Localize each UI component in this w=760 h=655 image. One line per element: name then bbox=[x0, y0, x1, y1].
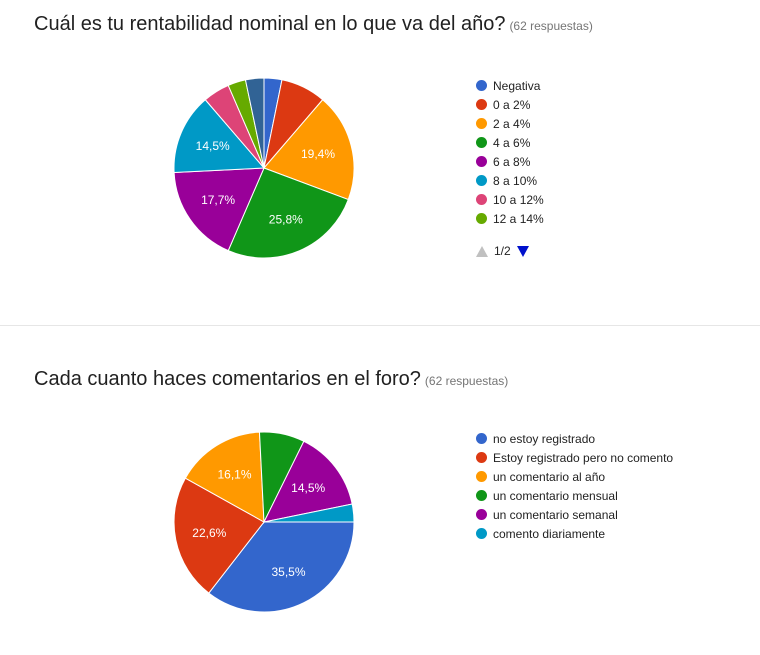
legend-swatch-icon bbox=[476, 194, 487, 205]
question-card-comentarios: Cada cuanto haces comentarios en el foro… bbox=[0, 326, 760, 655]
legend-label: un comentario mensual bbox=[493, 488, 618, 503]
section-divider bbox=[0, 325, 760, 326]
legend-swatch-icon bbox=[476, 509, 487, 520]
slice-value-label: 14,5% bbox=[196, 139, 230, 153]
legend-label: 12 a 14% bbox=[493, 211, 544, 226]
legend-swatch-icon bbox=[476, 213, 487, 224]
legend-label: un comentario semanal bbox=[493, 507, 618, 522]
legend-label: 10 a 12% bbox=[493, 192, 544, 207]
legend-item-12-a-14pct[interactable]: 12 a 14% bbox=[476, 209, 544, 228]
legend-item-2-a-4pct[interactable]: 2 a 4% bbox=[476, 114, 544, 133]
next-page-icon[interactable] bbox=[516, 245, 529, 257]
legend-item-8-a-10pct[interactable]: 8 a 10% bbox=[476, 171, 544, 190]
legend-item-negativa[interactable]: Negativa bbox=[476, 76, 544, 95]
pie-slice-un-comentario-al-ano[interactable] bbox=[184, 431, 265, 523]
legend-label: 8 a 10% bbox=[493, 173, 538, 188]
pie-slice-estoy-registrado-pero-no-comento[interactable] bbox=[173, 477, 265, 594]
slice-value-label: 16,1% bbox=[217, 468, 251, 482]
legend-label: Estoy registrado pero no comento bbox=[493, 450, 674, 465]
legend-item-10-a-12pct[interactable]: 10 a 12% bbox=[476, 190, 544, 209]
response-count: (62 respuestas) bbox=[424, 374, 509, 388]
pie-chart-comentarios[interactable]: 35,5% 22,6% 16,1% 14,5% bbox=[0, 326, 760, 655]
slice-value-label: 35,5% bbox=[271, 565, 305, 579]
slice-value-label: 25,8% bbox=[269, 212, 303, 226]
legend-label: 4 a 6% bbox=[493, 135, 531, 150]
legend-label: 2 a 4% bbox=[493, 116, 531, 131]
pie-slice-6-a-8pct[interactable] bbox=[173, 167, 265, 252]
legend-item-4-a-6pct[interactable]: 4 a 6% bbox=[476, 133, 544, 152]
legend-item-comento-diariamente[interactable]: comento diariamente bbox=[476, 524, 673, 543]
legend-item-un-comentario-mensual[interactable]: un comentario mensual bbox=[476, 486, 673, 505]
legend-item-estoy-registrado-pero-no-comento[interactable]: Estoy registrado pero no comento bbox=[476, 448, 673, 467]
pie-slice-14-a-16pct[interactable] bbox=[244, 77, 265, 169]
legend-swatch-icon bbox=[476, 99, 487, 110]
legend-item-6-a-8pct[interactable]: 6 a 8% bbox=[476, 152, 544, 171]
pie-slice-2-a-4pct[interactable] bbox=[263, 99, 355, 201]
question-title: Cada cuanto haces comentarios en el foro… bbox=[34, 368, 508, 391]
legend-label: 6 a 8% bbox=[493, 154, 531, 169]
question-card-rentabilidad: Cuál es tu rentabilidad nominal en lo qu… bbox=[0, 0, 760, 325]
legend-label: 0 a 2% bbox=[493, 97, 531, 112]
slice-value-label: 14,5% bbox=[291, 481, 325, 495]
pie-slice-no-estoy-registrado[interactable] bbox=[208, 521, 355, 613]
slice-value-label: 19,4% bbox=[301, 147, 335, 161]
chart-legend: no estoy registrado Estoy registrado pero… bbox=[476, 429, 673, 543]
pie-chart-rentabilidad[interactable]: 19,4% 25,8% 17,7% 14,5% bbox=[0, 0, 760, 325]
slice-value-label: 17,7% bbox=[201, 193, 235, 207]
response-count: (62 respuestas) bbox=[509, 19, 593, 33]
legend-swatch-icon bbox=[476, 528, 487, 539]
legend-label: un comentario al año bbox=[493, 469, 606, 484]
question-text: Cada cuanto haces comentarios en el foro… bbox=[34, 368, 421, 390]
pie-slice-un-comentario-semanal[interactable] bbox=[263, 440, 353, 523]
chart-legend: Negativa 0 a 2% 2 a 4% 4 a 6% 6 a 8% 8 a 10% 1… bbox=[476, 76, 544, 228]
legend-label: no estoy registrado bbox=[493, 431, 596, 446]
slice-value-label: 22,6% bbox=[192, 526, 226, 540]
legend-swatch-icon bbox=[476, 137, 487, 148]
legend-item-un-comentario-semanal[interactable]: un comentario semanal bbox=[476, 505, 673, 524]
legend-swatch-icon bbox=[476, 452, 487, 463]
legend-swatch-icon bbox=[476, 118, 487, 129]
legend-label: comento diariamente bbox=[493, 526, 606, 541]
legend-item-0-a-2pct[interactable]: 0 a 2% bbox=[476, 95, 544, 114]
previous-page-icon bbox=[476, 245, 488, 257]
legend-swatch-icon bbox=[476, 156, 487, 167]
legend-swatch-icon bbox=[476, 433, 487, 444]
legend-swatch-icon bbox=[476, 175, 487, 186]
legend-item-un-comentario-al-ano[interactable]: un comentario al año bbox=[476, 467, 673, 486]
pie-slice-comento-diariamente[interactable] bbox=[263, 503, 355, 523]
legend-swatch-icon bbox=[476, 80, 487, 91]
legend-item-no-estoy-registrado[interactable]: no estoy registrado bbox=[476, 429, 673, 448]
legend-swatch-icon bbox=[476, 471, 487, 482]
legend-swatch-icon bbox=[476, 490, 487, 501]
legend-page-indicator: 1/2 bbox=[494, 244, 511, 258]
legend-pager: 1/2 bbox=[476, 244, 529, 258]
question-title: Cuál es tu rentabilidad nominal en lo qu… bbox=[34, 13, 593, 36]
question-text: Cuál es tu rentabilidad nominal en lo qu… bbox=[34, 13, 506, 35]
legend-label: Negativa bbox=[493, 78, 541, 93]
pie-slice-8-a-10pct[interactable] bbox=[173, 99, 266, 174]
pie-slice-4-a-6pct[interactable] bbox=[227, 167, 349, 259]
